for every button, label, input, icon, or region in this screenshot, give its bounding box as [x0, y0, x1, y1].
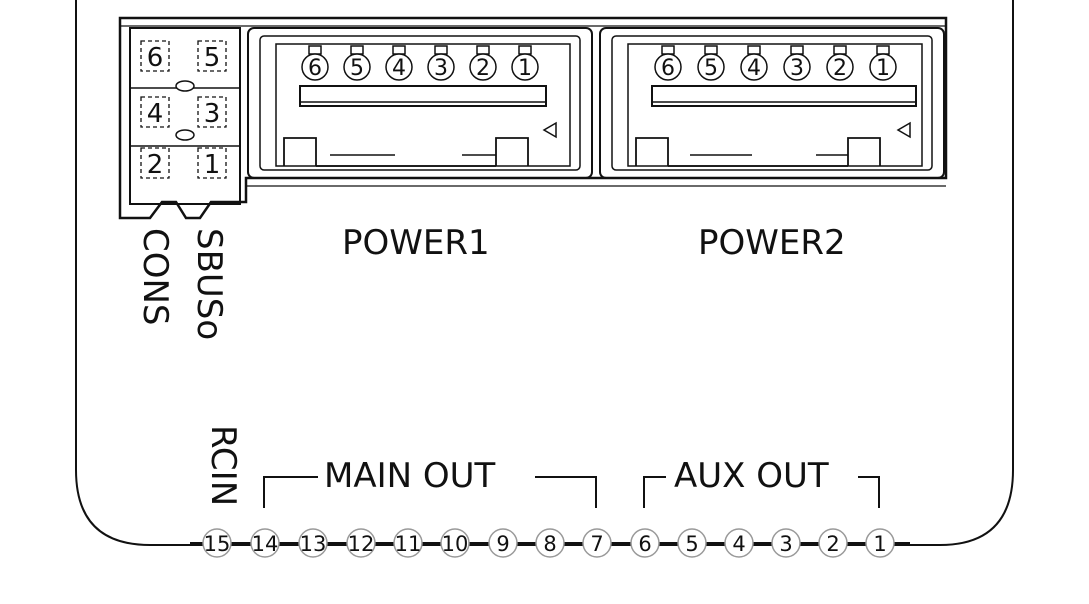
power-connector-pin: 6 — [301, 45, 329, 81]
bottom-pin: 10 — [440, 528, 470, 558]
svg-text:1: 1 — [204, 150, 221, 180]
bottom-pin: 13 — [298, 528, 328, 558]
svg-text:6: 6 — [147, 43, 164, 73]
svg-text:6: 6 — [661, 56, 675, 81]
power-connector-pin: 3 — [783, 45, 811, 81]
bottom-pin: 11 — [393, 528, 423, 558]
small-block-pin: 5 — [197, 40, 227, 73]
triangle-left-icon — [896, 121, 911, 139]
power-connector-pin: 5 — [697, 45, 725, 81]
power-connector-pin: 1 — [869, 45, 897, 81]
bottom-pin: 15 — [202, 528, 232, 558]
power-connector-pin: 1 — [511, 45, 539, 81]
svg-text:15: 15 — [204, 532, 231, 556]
svg-text:4: 4 — [392, 56, 406, 81]
svg-text:3: 3 — [204, 99, 221, 129]
svg-text:4: 4 — [147, 99, 164, 129]
svg-text:6: 6 — [638, 532, 651, 556]
svg-text:3: 3 — [434, 56, 448, 81]
power1-connector: 6 5 4 3 2 1 — [247, 27, 593, 179]
svg-text:2: 2 — [833, 56, 847, 81]
small-block-pin: 2 — [140, 147, 170, 180]
rcin-label: RCIN — [203, 425, 243, 507]
aux-out-bracket-right — [858, 476, 880, 508]
main-out-bracket-right — [535, 476, 597, 508]
power2-connector: 6 5 4 3 2 1 — [599, 27, 945, 179]
svg-text:14: 14 — [252, 532, 279, 556]
svg-text:8: 8 — [543, 532, 556, 556]
triangle-left-icon — [542, 121, 557, 139]
small-block-pin: 4 — [140, 96, 170, 129]
bottom-pin: 8 — [535, 528, 565, 558]
svg-text:6: 6 — [308, 56, 322, 81]
bottom-pin: 12 — [346, 528, 376, 558]
main-out-label: MAIN OUT — [324, 456, 496, 496]
svg-text:1: 1 — [873, 532, 886, 556]
bottom-pin: 6 — [630, 528, 660, 558]
power-connector-pin: 2 — [469, 45, 497, 81]
svg-text:3: 3 — [790, 56, 804, 81]
small-block-pin: 3 — [197, 96, 227, 129]
svg-text:4: 4 — [747, 56, 761, 81]
svg-text:13: 13 — [300, 532, 327, 556]
small-connector-block: 6 5 4 3 2 1 — [129, 27, 241, 205]
aux-out-label: AUX OUT — [674, 456, 829, 496]
bottom-pin: 2 — [818, 528, 848, 558]
power-connector-pin: 2 — [826, 45, 854, 81]
svg-text:5: 5 — [350, 56, 364, 81]
aux-out-bracket-left — [643, 476, 666, 508]
svg-text:2: 2 — [476, 56, 490, 81]
power-connector-pin: 6 — [654, 45, 682, 81]
connector-housing — [118, 16, 948, 220]
main-out-bracket-left — [263, 476, 318, 508]
svg-text:1: 1 — [518, 56, 532, 81]
small-block-pin: 1 — [197, 147, 227, 180]
svg-text:12: 12 — [348, 532, 375, 556]
svg-text:5: 5 — [685, 532, 698, 556]
power-connector-pin: 5 — [343, 45, 371, 81]
bottom-pin: 7 — [582, 528, 612, 558]
svg-text:5: 5 — [204, 43, 221, 73]
bottom-pin: 1 — [865, 528, 895, 558]
bottom-pin: 4 — [724, 528, 754, 558]
svg-text:9: 9 — [496, 532, 509, 556]
svg-text:2: 2 — [147, 150, 164, 180]
svg-text:3: 3 — [779, 532, 792, 556]
svg-text:1: 1 — [876, 56, 890, 81]
power1-label: POWER1 — [342, 223, 490, 263]
svg-text:11: 11 — [395, 532, 422, 556]
bottom-pin: 14 — [250, 528, 280, 558]
svg-text:7: 7 — [590, 532, 603, 556]
bottom-pin: 5 — [677, 528, 707, 558]
small-block-pin: 6 — [140, 40, 170, 73]
svg-text:4: 4 — [732, 532, 745, 556]
power-connector-pin: 3 — [427, 45, 455, 81]
svg-text:10: 10 — [442, 532, 469, 556]
cons-label: CONS — [135, 228, 175, 326]
bottom-pin: 9 — [488, 528, 518, 558]
sbus-label: SBUSo — [189, 228, 229, 341]
svg-text:5: 5 — [704, 56, 718, 81]
power2-label: POWER2 — [698, 223, 846, 263]
power-connector-pin: 4 — [385, 45, 413, 81]
power-connector-pin: 4 — [740, 45, 768, 81]
bottom-pin: 3 — [771, 528, 801, 558]
bottom-pin-header: 15 14 13 12 11 10 9 8 7 6 5 4 3 2 1 — [190, 528, 910, 558]
svg-text:2: 2 — [826, 532, 839, 556]
